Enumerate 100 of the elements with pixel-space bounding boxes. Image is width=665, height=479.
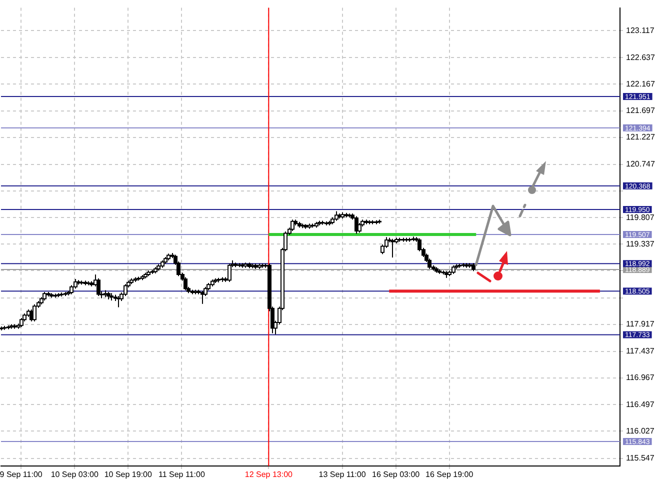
candlestick xyxy=(258,263,262,270)
y-tick-label: 117.917 xyxy=(626,320,655,329)
candlestick xyxy=(234,262,238,268)
candlestick xyxy=(318,220,322,226)
candlestick xyxy=(64,291,68,296)
candlestick xyxy=(140,274,144,281)
candlestick xyxy=(464,262,468,268)
candlestick xyxy=(458,263,462,268)
candlestick xyxy=(434,266,438,274)
y-tick-label: 121.697 xyxy=(626,106,656,115)
x-tick-label: 13 Sep 11:00 xyxy=(318,470,366,479)
candlestick xyxy=(190,289,194,295)
candlestick xyxy=(214,278,218,284)
candlestick xyxy=(46,291,50,298)
candlestick xyxy=(314,221,318,228)
candlestick xyxy=(468,262,472,268)
candlestick xyxy=(310,223,314,228)
candlestick xyxy=(216,277,220,283)
candlestick xyxy=(136,276,140,282)
candlestick xyxy=(200,290,204,304)
x-tick-label: 16 Sep 03:00 xyxy=(372,470,420,479)
x-tick-label: 12 Sep 13:00 xyxy=(244,470,294,479)
candlestick xyxy=(134,276,138,282)
candlestick xyxy=(160,260,164,268)
y-tick-label: 121.227 xyxy=(626,132,656,142)
y-tick-label: 119.337 xyxy=(626,239,655,248)
candlestick xyxy=(260,263,264,268)
candlestick xyxy=(402,237,406,242)
candlestick xyxy=(442,270,446,275)
candlestick xyxy=(2,325,6,330)
candlestick xyxy=(452,264,456,274)
x-tick-label: 10 Sep 03:00 xyxy=(50,470,99,479)
candlestick xyxy=(324,220,328,226)
candlestick xyxy=(210,279,214,287)
candlestick xyxy=(156,264,160,272)
y-tick-label: 122.637 xyxy=(626,52,656,62)
candlestick xyxy=(96,278,100,296)
candlestick xyxy=(56,292,60,298)
candlestick xyxy=(364,219,368,225)
candlestick xyxy=(250,263,254,269)
candlestick xyxy=(368,220,372,225)
candlestick xyxy=(290,219,294,232)
candlestick xyxy=(166,253,170,261)
candlestick xyxy=(390,238,394,258)
candlestick xyxy=(334,210,338,222)
candlestick xyxy=(0,326,4,331)
candlestick xyxy=(438,268,442,274)
y-tick-label: 119.807 xyxy=(626,212,655,222)
candlestick xyxy=(304,224,308,230)
candlestick xyxy=(398,237,402,242)
candlestick xyxy=(240,262,244,268)
y-tick-label: 122.167 xyxy=(626,79,656,88)
candlestick xyxy=(130,278,134,285)
candlestick xyxy=(328,220,332,226)
candlestick xyxy=(164,256,168,264)
candlestick xyxy=(444,270,448,278)
candlestick xyxy=(42,291,46,301)
candlestick xyxy=(144,272,148,279)
y-tick-label: 120.747 xyxy=(626,160,656,169)
candlestick xyxy=(354,216,358,234)
candlestick xyxy=(408,237,412,242)
candlestick xyxy=(84,280,88,286)
candlestick xyxy=(54,293,58,298)
candlestick xyxy=(348,212,352,218)
candlestick xyxy=(10,324,14,330)
candlestick xyxy=(6,324,10,330)
candlestick xyxy=(104,290,108,298)
candlestick xyxy=(76,280,80,286)
candlestick xyxy=(344,212,348,218)
candlestick xyxy=(228,263,232,282)
candlestick xyxy=(12,324,16,330)
candlestick xyxy=(86,280,90,286)
candlestick xyxy=(32,304,36,322)
y-tick-label: 123.117 xyxy=(626,26,655,35)
candlestick xyxy=(254,263,258,270)
candlestick xyxy=(50,292,54,298)
candlestick xyxy=(220,276,224,282)
y-tick-label: 116.027 xyxy=(626,426,655,436)
candlestick xyxy=(116,295,120,308)
candlestick xyxy=(320,220,324,226)
x-tick-label: 16 Sep 19:00 xyxy=(426,470,474,479)
candlestick xyxy=(60,292,64,298)
x-tick-label: 10 Sep 19:00 xyxy=(104,470,152,479)
y-tick-label: 115.547 xyxy=(626,453,655,462)
candlestick xyxy=(154,266,158,274)
candlestick xyxy=(244,262,248,268)
candlestick xyxy=(106,291,110,300)
candlestick xyxy=(340,212,344,220)
x-tick-label: 11 Sep 11:00 xyxy=(158,470,206,479)
candlestick xyxy=(194,289,198,295)
candlestick xyxy=(248,262,252,269)
x-tick-label: 9 Sep 11:00 xyxy=(0,470,43,479)
y-tick-label: 116.497 xyxy=(626,400,655,409)
candlestick xyxy=(146,270,150,277)
candlestick xyxy=(404,237,408,242)
candlestick xyxy=(184,276,188,291)
candlestick xyxy=(298,221,302,228)
candlestick xyxy=(338,212,342,220)
y-tick-label: 117.437 xyxy=(626,346,655,356)
y-tick-label: 116.967 xyxy=(626,373,655,382)
